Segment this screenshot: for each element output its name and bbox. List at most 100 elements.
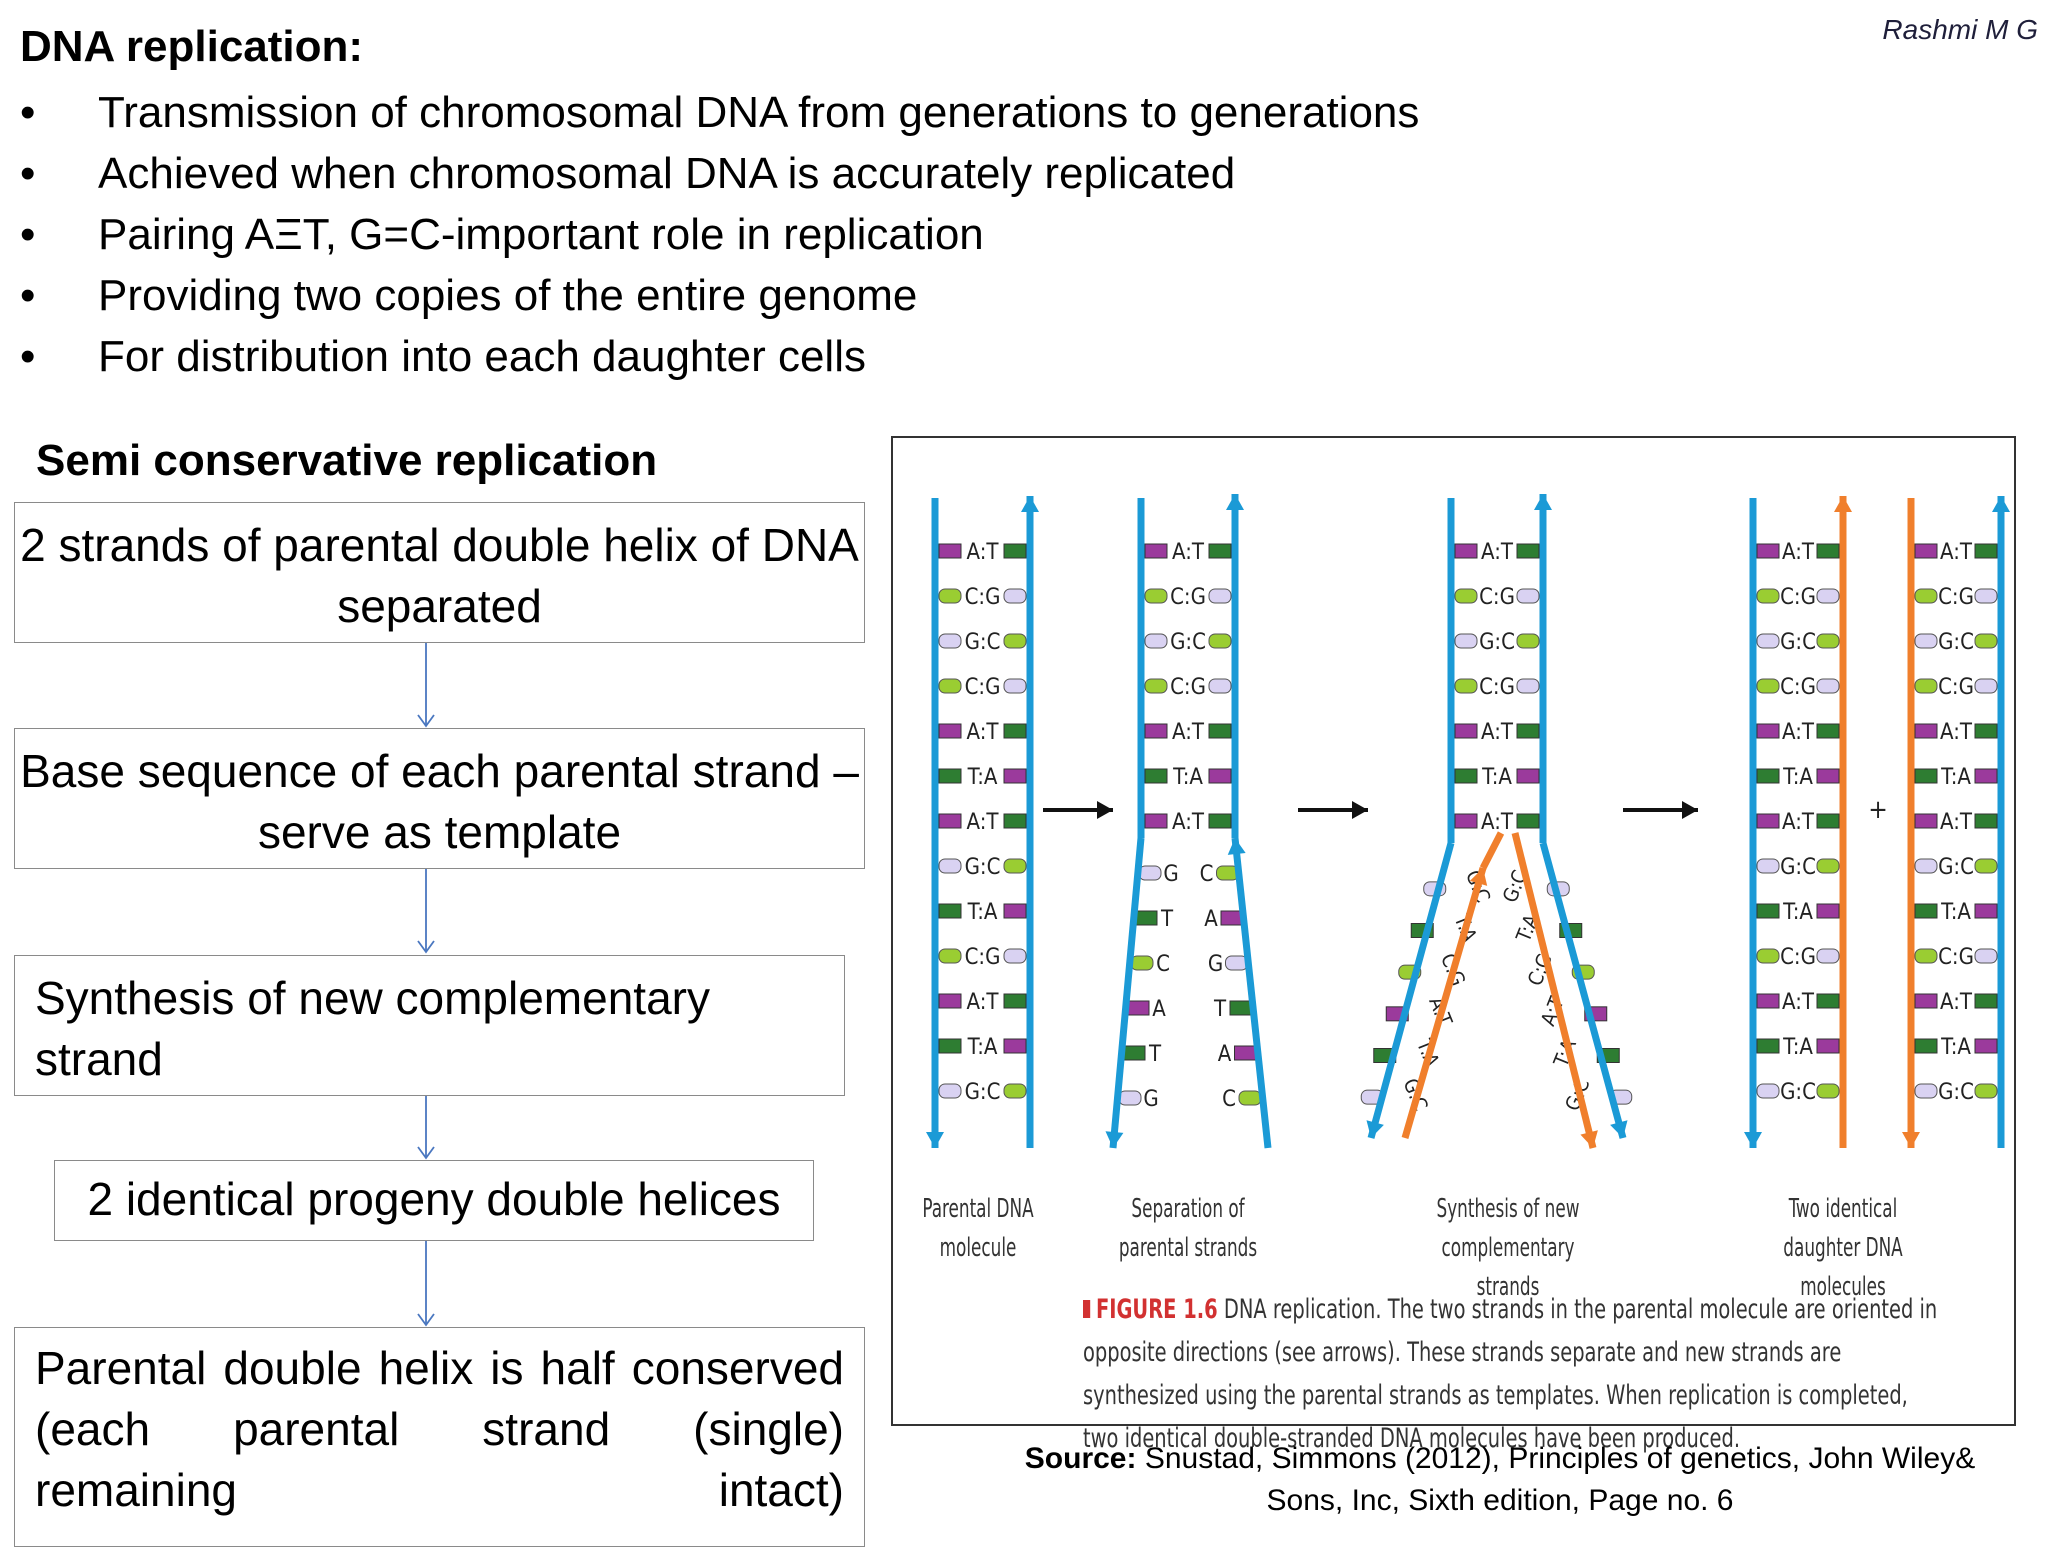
base-pair-label: A:T	[967, 810, 1000, 835]
base-label: A	[1152, 997, 1166, 1022]
base-label: T	[1160, 907, 1174, 932]
figure-id: FIGURE 1.6	[1095, 1294, 1218, 1325]
base-g-shape	[1003, 588, 1027, 604]
base-pair-label: T:A	[1940, 900, 1971, 925]
flow-step-text: Base sequence of each parental strand –s…	[20, 745, 859, 858]
base-pair-label: T:A	[1782, 765, 1813, 790]
bullet-text: Providing two copies of the entire genom…	[98, 271, 918, 320]
base-c-shape	[1914, 948, 1938, 964]
base-pair-label: A:T	[1172, 540, 1205, 565]
base-g-shape	[1816, 588, 1840, 604]
base-pair-label: C:G	[965, 945, 1001, 970]
base-pair-label: G:C	[1479, 630, 1515, 655]
base-t-shape	[1208, 723, 1232, 739]
base-pair-label: A:T	[1172, 720, 1205, 745]
base-t-shape	[1756, 903, 1780, 919]
base-a-shape	[938, 993, 962, 1009]
base-a-shape	[1126, 1000, 1150, 1016]
base-c-shape	[1208, 633, 1232, 649]
base-a-shape	[1816, 768, 1840, 784]
new-strand-arrow-icon	[1902, 498, 1920, 1148]
base-t-shape	[1516, 543, 1540, 559]
base-a-shape	[1756, 993, 1780, 1009]
section-subtitle: Semi conservative replication	[36, 436, 658, 485]
base-g-shape	[1914, 858, 1938, 874]
bullet-item: • Providing two copies of the entire geno…	[20, 265, 1620, 326]
bullet-item: • Achieved when chromosomal DNA is accura…	[20, 143, 1620, 204]
base-pair-label: A:T	[1782, 990, 1815, 1015]
base-t-shape	[1816, 993, 1840, 1009]
base-pair-label: A:T	[1782, 720, 1815, 745]
base-pair-label: A:T	[1782, 540, 1815, 565]
strand-arrow-icon	[926, 498, 944, 1148]
base-c-shape	[1144, 678, 1168, 694]
base-pair-label: A:T	[1940, 990, 1973, 1015]
base-g-shape	[938, 633, 962, 649]
base-g-shape	[1974, 588, 1998, 604]
base-g-shape	[938, 1083, 962, 1099]
base-a-shape	[1816, 903, 1840, 919]
base-a-shape	[1144, 543, 1168, 559]
base-c-shape	[1003, 858, 1027, 874]
base-a-shape	[1974, 1038, 1998, 1054]
base-a-shape	[1756, 543, 1780, 559]
base-pair-label: A:T	[1940, 720, 1973, 745]
base-t-shape	[1816, 543, 1840, 559]
bullet-list: • Transmission of chromosomal DNA from ge…	[20, 82, 1620, 387]
base-g-shape	[1756, 858, 1780, 874]
flow-step-text: 2 strands of parental double helix of DN…	[20, 519, 859, 632]
bullet-dot: •	[20, 210, 36, 259]
strand-arrow-icon	[1366, 842, 1455, 1139]
base-pair-label: A:T	[1481, 720, 1514, 745]
base-c-shape	[1756, 588, 1780, 604]
base-c-shape	[1914, 588, 1938, 604]
base-t-shape	[1208, 543, 1232, 559]
base-t-shape	[1816, 723, 1840, 739]
base-a-shape	[938, 723, 962, 739]
flow-step-text: Parental double helix is half conserved …	[35, 1342, 844, 1516]
base-t-shape	[1816, 813, 1840, 829]
new-strand-arrow-icon	[1401, 867, 1488, 1139]
base-label: G	[1143, 1087, 1158, 1112]
base-t-shape	[1516, 813, 1540, 829]
base-pair-label: A:T	[1481, 810, 1514, 835]
source-line-1: Snustad, Simmons (2012), Principles of g…	[1144, 1442, 1976, 1475]
base-pair-label: A:T	[1940, 540, 1973, 565]
flow-arrow-icon	[417, 643, 435, 728]
base-c-shape	[938, 948, 962, 964]
base-c-shape	[938, 588, 962, 604]
stage-label-synthesis: Synthesis of new complementary strands	[1436, 1194, 1580, 1302]
process-arrow-icon	[1623, 801, 1698, 819]
base-pair-label: A:T	[967, 540, 1000, 565]
base-pair-label: T:A	[1940, 1035, 1971, 1060]
base-g-shape	[1144, 633, 1168, 649]
base-g-shape	[1225, 955, 1248, 971]
base-g-shape	[1516, 588, 1540, 604]
base-c-shape	[1516, 633, 1540, 649]
strand-arrow-icon	[1105, 837, 1145, 1149]
flow-step-4: 2 identical progeny double helices	[54, 1160, 814, 1241]
strand-arrow-icon	[1539, 842, 1628, 1139]
base-pair-label: T:A	[1940, 765, 1971, 790]
base-pair-label: A:T	[1782, 810, 1815, 835]
process-arrow-icon	[1298, 801, 1368, 819]
base-g-shape	[1454, 633, 1478, 649]
base-label: C	[1222, 1087, 1236, 1112]
slide-title: DNA replication:	[20, 22, 364, 71]
base-a-shape	[1144, 723, 1168, 739]
base-pair-label: G:C	[965, 855, 1001, 880]
base-g-shape	[1756, 1083, 1780, 1099]
base-a-shape	[1144, 813, 1168, 829]
base-pair-label: C:G	[1780, 945, 1816, 970]
flow-arrow-icon	[417, 1096, 435, 1160]
base-a-shape	[1003, 768, 1027, 784]
panel-daughters: A:T C:G G:C C:G A:T T:A A:T G:C T:A C:G A:T T:A G:C +…	[1756, 540, 1998, 1105]
strand-arrow-icon	[1992, 496, 2010, 1148]
flow-step-text: Synthesis of new complementary strand	[35, 972, 710, 1085]
base-a-shape	[1914, 813, 1938, 829]
figure-marker-icon	[1083, 1300, 1091, 1318]
flow-step-1: 2 strands of parental double helix of DN…	[14, 502, 865, 643]
base-pair-label: G:C	[1938, 1080, 1974, 1105]
base-t-shape	[1914, 1038, 1938, 1054]
base-a-shape	[1516, 768, 1540, 784]
